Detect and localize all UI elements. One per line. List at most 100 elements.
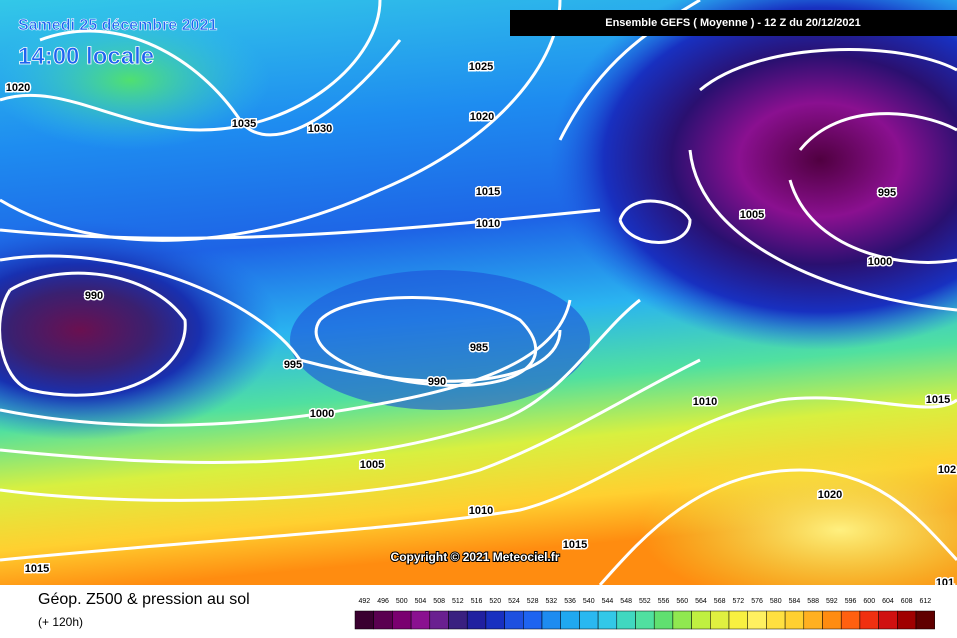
- field: [0, 10, 270, 150]
- scale-swatch: [840, 610, 861, 630]
- isobar-label: 990: [428, 376, 446, 388]
- scale-swatch: [728, 610, 748, 630]
- scale-label: 564: [695, 598, 707, 605]
- color-scale: 492 496 500 504 508 512 516 520 524 528 532 536 540 5…: [354, 598, 935, 630]
- scale-swatch: [691, 610, 711, 630]
- isobar-label: 1015: [25, 563, 49, 575]
- scale-swatch: [597, 610, 618, 630]
- scale-label: 568: [714, 598, 726, 605]
- scale-swatch: [710, 610, 730, 630]
- scale-swatch: [878, 610, 898, 630]
- field: [290, 270, 590, 410]
- footer-lead: (+ 120h): [38, 615, 83, 629]
- scale-swatch: [672, 610, 692, 630]
- scale-label: 516: [471, 598, 483, 605]
- scale-swatch: [747, 610, 767, 630]
- scale-swatch: [766, 610, 786, 630]
- scale-swatch: [354, 610, 374, 630]
- scale-swatch: [504, 610, 524, 630]
- scale-label: 544: [602, 598, 614, 605]
- scale-label: 508: [433, 598, 445, 605]
- isobar-label: 1020: [818, 489, 842, 501]
- scale-swatch: [822, 610, 842, 630]
- isobar-label: 1030: [308, 123, 332, 135]
- scale-label: 496: [377, 598, 389, 605]
- scale-label: 560: [676, 598, 688, 605]
- scale-label: 600: [863, 598, 875, 605]
- scale-label: 528: [527, 598, 539, 605]
- isobar-label: 1000: [868, 256, 892, 268]
- scale-label: 540: [583, 598, 595, 605]
- scale-label: 504: [415, 598, 427, 605]
- isobar-label: 995: [284, 359, 302, 371]
- scale-swatch: [803, 610, 823, 630]
- scale-label: 524: [508, 598, 520, 605]
- isobar-label: 1010: [469, 505, 493, 517]
- isobar-label: 1020: [6, 82, 30, 94]
- banner-text: Ensemble GEFS ( Moyenne ) - 12 Z du 20/1…: [605, 17, 861, 29]
- scale-swatch: [653, 610, 674, 630]
- field: [0, 220, 280, 440]
- scale-label: 588: [807, 598, 819, 605]
- date: Samedi 25 décembre 2021: [18, 17, 217, 34]
- isobar-label: 1015: [563, 539, 587, 551]
- scale-label: 500: [396, 598, 408, 605]
- isobar-label: 1015: [926, 394, 950, 406]
- scale-swatch: [579, 610, 599, 630]
- isobar-label: 990: [85, 290, 103, 302]
- scale-label: 604: [882, 598, 894, 605]
- isobar-label: 985: [470, 342, 488, 354]
- scale-swatch: [523, 610, 543, 630]
- scale-label: 520: [489, 598, 501, 605]
- scale-swatch: [466, 610, 487, 630]
- scale-swatch: [616, 610, 636, 630]
- scale-label: 584: [789, 598, 801, 605]
- isobar-label: 1010: [476, 218, 500, 230]
- scale-swatch: [635, 610, 655, 630]
- scale-label: 552: [639, 598, 651, 605]
- banner: [510, 10, 957, 36]
- scale-swatch: [859, 610, 879, 630]
- scale-swatch: [897, 610, 917, 630]
- isobar-labels: 1020 1035 1030 1025 1020 1015 1010 990 995 985 990…: [4, 59, 957, 590]
- isobar-label: 1000: [310, 408, 334, 420]
- scale-swatch: [784, 610, 805, 630]
- isobar-label: 1035: [232, 118, 256, 130]
- isobar-label: 1005: [360, 459, 384, 471]
- scale-label: 608: [901, 598, 913, 605]
- scale-label: 556: [658, 598, 670, 605]
- scale-swatch: [410, 610, 431, 630]
- field: [550, 0, 957, 350]
- time: 14:00 locale: [18, 43, 154, 70]
- scale-swatch: [560, 610, 580, 630]
- scale-label: 548: [620, 598, 632, 605]
- scale-swatch: [392, 610, 412, 630]
- scale-swatch: [429, 610, 449, 630]
- isobar-label: 1020: [470, 111, 494, 123]
- scale-label: 536: [564, 598, 576, 605]
- scale-label: 532: [546, 598, 558, 605]
- scale-swatch: [485, 610, 505, 630]
- scale-label: 572: [733, 598, 745, 605]
- isobar-label: 995: [878, 187, 896, 199]
- scale-swatch: [541, 610, 561, 630]
- isobar-label: 1025: [469, 61, 493, 73]
- isobar-label: 1010: [693, 396, 717, 408]
- scale-swatch: [373, 610, 393, 630]
- footer-title: Géop. Z500 & pression au sol: [38, 591, 250, 608]
- scale-label: 580: [770, 598, 782, 605]
- scale-label: 492: [359, 598, 371, 605]
- scale-label: 576: [751, 598, 763, 605]
- isobars: [0, 0, 957, 585]
- isobar-label: 1005: [740, 209, 764, 221]
- scale-label: 596: [845, 598, 857, 605]
- scale-swatch: [448, 610, 468, 630]
- scale-label: 512: [452, 598, 464, 605]
- scale-label: 612: [920, 598, 932, 605]
- scale-label: 592: [826, 598, 838, 605]
- isobar-label: 1015: [476, 186, 500, 198]
- isobar-label: 102: [938, 464, 956, 476]
- scale-swatch: [915, 610, 935, 630]
- copyright: Copyright © 2021 Meteociel.fr: [391, 550, 560, 564]
